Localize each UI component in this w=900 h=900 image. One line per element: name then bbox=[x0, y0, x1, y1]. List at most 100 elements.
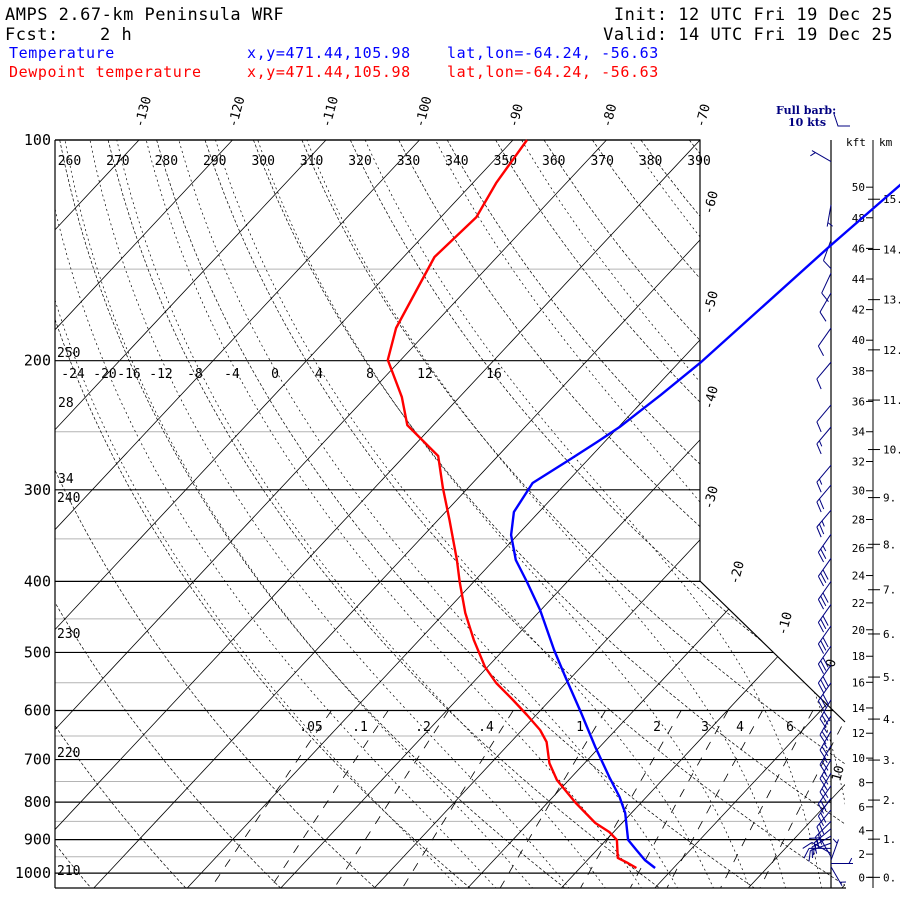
kft-tick-label: 34 bbox=[852, 426, 866, 439]
legend-temperature-xy: x,y=471.44,105.98 bbox=[247, 44, 411, 62]
isotherm-line bbox=[55, 140, 233, 888]
kft-tick-label: 50 bbox=[852, 181, 865, 194]
kft-tick-label: 36 bbox=[852, 395, 865, 408]
dry-adiabat-line bbox=[55, 140, 377, 888]
theta-label: 370 bbox=[590, 154, 613, 169]
theta-label: 280 bbox=[155, 154, 178, 169]
kft-tick-label: 20 bbox=[852, 624, 865, 637]
dry-adiabat-line bbox=[446, 140, 845, 888]
kft-tick-label: 12 bbox=[852, 727, 865, 740]
kft-tick-label: 22 bbox=[852, 597, 865, 610]
isotherm-line bbox=[654, 140, 845, 888]
kft-tick-label: 48 bbox=[852, 212, 865, 225]
moist-adiabat-line bbox=[306, 140, 787, 888]
wind-barb bbox=[819, 715, 832, 745]
kft-tick-label: 2 bbox=[858, 848, 865, 861]
km-tick-label: 13. bbox=[883, 294, 900, 307]
km-tick-label: 5. bbox=[883, 671, 896, 684]
legend-temperature-latlon: lat,lon=-64.24, -56.63 bbox=[447, 44, 659, 62]
barb-key-speed: 10 kts bbox=[788, 116, 826, 129]
kft-tick-label: 28 bbox=[852, 513, 865, 526]
wind-barb bbox=[819, 730, 832, 760]
wind-barb bbox=[817, 581, 832, 610]
mixing-ratio-label: 1 bbox=[576, 720, 584, 735]
wind-barbs bbox=[802, 150, 853, 887]
wind-barb bbox=[817, 682, 832, 711]
kft-tick-label: 30 bbox=[852, 485, 865, 498]
wind-barb bbox=[817, 604, 832, 633]
km-tick-label: 12. bbox=[883, 344, 900, 357]
mixing-ratio-label: 3 bbox=[701, 720, 709, 735]
isotherm-line bbox=[55, 140, 607, 888]
theta-label: 250 bbox=[57, 346, 80, 361]
misc-label: 28 bbox=[58, 396, 74, 411]
barb-key-label: Full barb: bbox=[776, 104, 836, 117]
kft-tick-label: 32 bbox=[852, 456, 865, 469]
dry-adiabat-line bbox=[253, 140, 845, 888]
wind-barb bbox=[817, 558, 832, 587]
pressure-tick-label: 300 bbox=[24, 481, 51, 499]
wind-barb bbox=[817, 645, 832, 674]
wind-barb bbox=[816, 464, 832, 493]
mixing-ratio-line bbox=[269, 710, 389, 888]
theta-label: 390 bbox=[687, 154, 710, 169]
kft-tick-label: 10 bbox=[852, 752, 865, 765]
moist-adiabat-label: -4 bbox=[224, 367, 240, 382]
temperature-line bbox=[509, 183, 900, 869]
km-tick-label: 0. bbox=[883, 871, 896, 884]
init-time: Init: 12 UTC Fri 19 Dec 25 bbox=[614, 5, 893, 25]
pressure-tick-label: 1000 bbox=[15, 864, 51, 882]
moist-adiabat-label: 0 bbox=[271, 367, 279, 382]
kft-tick-label: 8 bbox=[858, 777, 865, 790]
model-title: AMPS 2.67-km Peninsula WRF bbox=[5, 5, 284, 25]
isotherm-label: -40 bbox=[701, 384, 722, 411]
moist-adiabat-label: 4 bbox=[315, 367, 323, 382]
km-tick-label: 2. bbox=[883, 794, 896, 807]
theta-label: 220 bbox=[57, 746, 80, 761]
km-tick-label: 8. bbox=[883, 538, 896, 551]
kft-tick-label: 46 bbox=[852, 242, 865, 255]
wind-barb bbox=[817, 625, 832, 654]
kft-tick-label: 26 bbox=[852, 542, 865, 555]
isotherm-line bbox=[280, 140, 845, 888]
mixing-ratio-line bbox=[666, 710, 763, 888]
isotherm-line bbox=[55, 140, 327, 888]
km-tick-label: 7. bbox=[883, 584, 896, 597]
pressure-tick-label: 700 bbox=[24, 751, 51, 769]
isotherm-line bbox=[560, 140, 845, 888]
theta-label: 290 bbox=[203, 154, 226, 169]
pressure-tick-label: 500 bbox=[24, 643, 51, 661]
dry-adiabat-line bbox=[55, 140, 472, 888]
mixing-ratio-label: .4 bbox=[478, 720, 494, 735]
dry-adiabat-line bbox=[59, 140, 566, 888]
mixing-ratio-line bbox=[333, 710, 449, 888]
wind-barb bbox=[819, 292, 832, 322]
theta-label: 340 bbox=[445, 154, 468, 169]
isotherm-line bbox=[55, 140, 701, 888]
wind-barb bbox=[819, 772, 832, 802]
misc-label: 34 bbox=[58, 472, 74, 487]
theta-label: 210 bbox=[57, 864, 80, 879]
moist-adiabat-line bbox=[55, 140, 497, 888]
moist-adiabat-label: -8 bbox=[187, 367, 203, 382]
km-tick-label: 9. bbox=[883, 492, 896, 505]
pressure-tick-label: 400 bbox=[24, 572, 51, 590]
wind-barb bbox=[817, 327, 832, 357]
wind-barb bbox=[826, 204, 833, 227]
pressure-tick-label: 800 bbox=[24, 793, 51, 811]
km-tick-label: 14. bbox=[883, 243, 900, 256]
wind-barb bbox=[817, 797, 832, 827]
isotherm-line bbox=[55, 140, 514, 888]
moist-adiabat-line bbox=[55, 140, 460, 888]
km-tick-label: 15. bbox=[883, 193, 900, 206]
mixing-ratio-line bbox=[579, 710, 682, 888]
wind-barb bbox=[816, 509, 832, 538]
mixing-ratio-line bbox=[209, 710, 332, 888]
isotherm-label: 10 bbox=[829, 764, 848, 783]
pressure-tick-label: 100 bbox=[24, 131, 51, 149]
moist-adiabat-label: 16 bbox=[486, 367, 502, 382]
isotherm-label: -20 bbox=[727, 559, 748, 586]
isotherm-label: -30 bbox=[701, 484, 722, 511]
